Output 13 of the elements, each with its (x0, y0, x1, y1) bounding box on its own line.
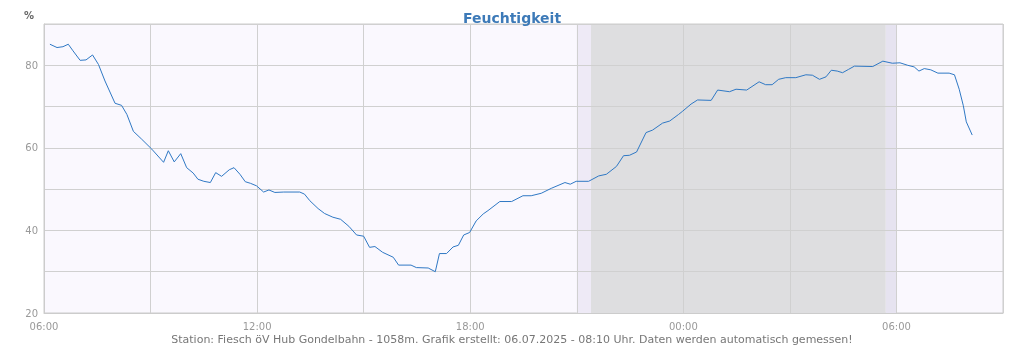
y-tick-label: 40 (25, 224, 38, 236)
x-tick-label: 00:00 (668, 320, 698, 332)
chart-title: Feuchtigkeit (462, 10, 562, 26)
y-axis-title: % (23, 9, 34, 21)
x-tick-label: 06:00 (882, 320, 911, 332)
y-tick-label: 20 (25, 307, 38, 319)
x-tick-label: 18:00 (455, 320, 485, 332)
x-tick-label: 06:00 (29, 320, 59, 332)
x-tick-label: 12:00 (242, 320, 272, 332)
y-tick-label: 80 (25, 59, 38, 71)
text: Station: Fiesch öV Hub Gondelbahn - 1058m. Grafik erstellt: 06.07.2025 - 08:10 Uhr. Daten werden automatisch gemessen! (171, 333, 853, 346)
line-series (49, 43, 973, 273)
y-tick-label: 60 (25, 142, 38, 154)
